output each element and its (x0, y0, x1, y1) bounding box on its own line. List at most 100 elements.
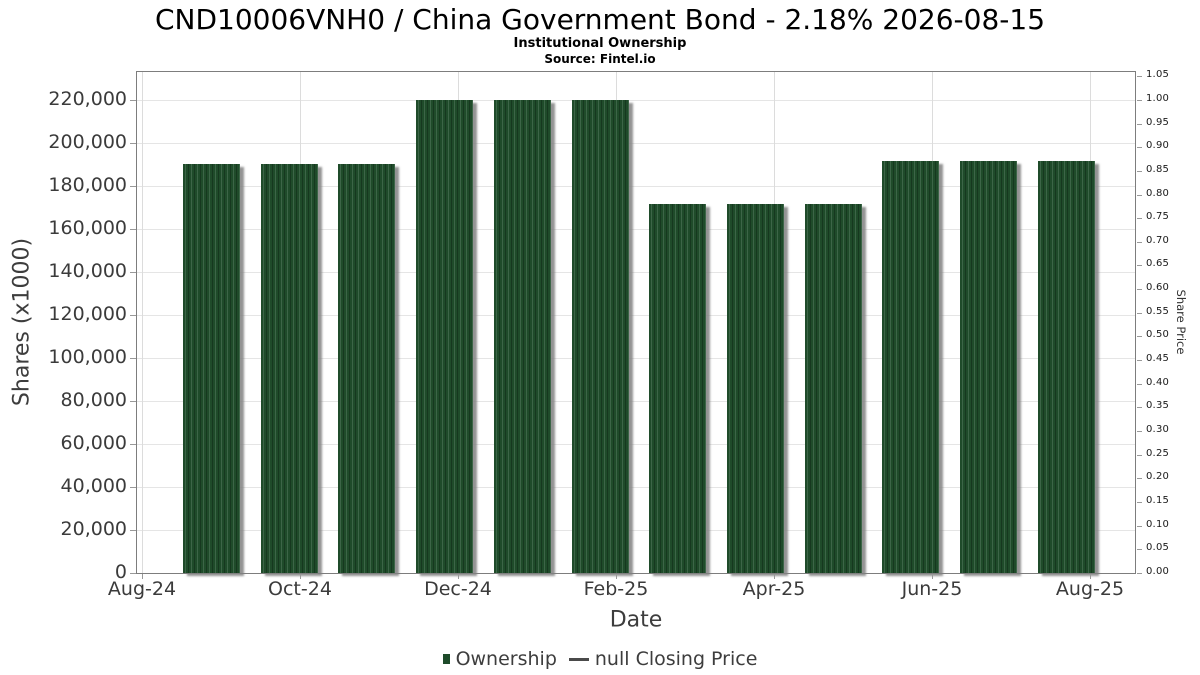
legend-item-label: null Closing Price (594, 648, 758, 670)
plot-area (136, 71, 1136, 574)
y-tick-label-right: 1.00 (1146, 92, 1170, 104)
x-tick-label: Dec-24 (424, 578, 492, 600)
y-axis-tick-left (130, 443, 136, 445)
y-axis-tick-right (1137, 431, 1142, 433)
y-tick-label-right: 0.85 (1146, 163, 1170, 175)
y-tick-label-left: 40,000 (60, 474, 127, 497)
y-tick-label-left: 120,000 (48, 302, 127, 325)
legend-item-closing-price[interactable]: null Closing Price (568, 648, 758, 670)
gridline-horizontal (137, 314, 1135, 316)
y-tick-label-right: 0.05 (1146, 542, 1170, 554)
x-tick-label: Apr-25 (742, 578, 806, 600)
y-axis-tick-right (1137, 194, 1142, 196)
y-axis-tick-left (130, 400, 136, 402)
gridline-horizontal (137, 142, 1135, 144)
gridline-horizontal (137, 185, 1135, 187)
x-tick-label: Feb-25 (583, 578, 649, 600)
y-tick-label-left: 160,000 (48, 216, 127, 239)
y-tick-label-right: 0.70 (1146, 234, 1170, 246)
ownership-bar[interactable] (804, 204, 862, 573)
x-tick-label: Aug-24 (107, 578, 177, 600)
y-axis-tick-right (1137, 573, 1142, 574)
y-axis-tick-right (1137, 525, 1142, 527)
y-tick-label-left: 140,000 (48, 259, 127, 282)
y-axis-tick-right (1137, 454, 1142, 456)
y-axis-tick-right (1137, 407, 1142, 409)
x-tick-label: Jun-25 (901, 578, 963, 600)
ownership-bar[interactable] (1037, 161, 1095, 573)
y-tick-label-right: 0.65 (1146, 258, 1170, 270)
y-axis-tick-left (130, 142, 136, 144)
y-axis-tick-left (130, 573, 136, 574)
y-tick-label-right: 0.15 (1146, 495, 1170, 507)
ownership-bar[interactable] (726, 204, 784, 573)
y-tick-label-right: 0.40 (1146, 376, 1170, 388)
y-tick-label-right: 1.05 (1146, 69, 1170, 81)
y-axis-tick-right (1137, 170, 1142, 172)
gridline-vertical (141, 72, 143, 573)
y-axis-tick-right (1137, 76, 1142, 78)
y-axis-tick-left (130, 357, 136, 359)
y-axis-tick-right (1137, 147, 1142, 149)
ownership-bar[interactable] (571, 99, 629, 573)
x-axis-tick (1089, 574, 1091, 579)
y-tick-label-right: 0.00 (1146, 566, 1170, 577)
y-axis-tick-left (130, 228, 136, 230)
ownership-bar[interactable] (882, 161, 940, 573)
chart-title: CND10006VNH0 / China Government Bond - 2… (154, 3, 1046, 36)
y-axis-tick-right (1137, 123, 1142, 125)
y-axis-tick-right (1137, 289, 1142, 291)
gridline-horizontal (137, 99, 1135, 101)
x-axis-tick (615, 574, 617, 579)
y-axis-tick-right (1137, 312, 1142, 314)
x-axis-tick (141, 574, 143, 579)
y-tick-label-right: 0.25 (1146, 447, 1170, 459)
y-tick-label-left: 100,000 (48, 345, 127, 368)
y-axis-tick-right (1137, 383, 1142, 385)
ownership-bar[interactable] (260, 164, 318, 573)
x-axis-tick (773, 574, 775, 579)
gridline-horizontal (137, 400, 1135, 402)
ownership-bar[interactable] (960, 161, 1017, 573)
y-axis-title-left: Shares (x1000) (9, 237, 35, 407)
x-tick-label: Aug-25 (1055, 578, 1125, 600)
y-tick-label-right: 0.10 (1146, 518, 1170, 530)
y-tick-label-right: 0.50 (1146, 329, 1170, 341)
legend: Ownership null Closing Price (0, 645, 1200, 673)
y-axis-tick-left (130, 271, 136, 273)
gridline-horizontal (137, 443, 1135, 445)
y-tick-label-left: 180,000 (48, 173, 127, 196)
y-tick-label-right: 0.20 (1146, 471, 1170, 483)
chart-source: Source: Fintel.io (544, 52, 656, 66)
y-axis-tick-right (1137, 336, 1142, 338)
gridline-horizontal (137, 228, 1135, 230)
y-tick-label-right: 0.95 (1146, 116, 1170, 128)
ownership-bar[interactable] (649, 204, 707, 573)
y-axis-tick-left (130, 529, 136, 531)
y-axis-tick-right (1137, 99, 1142, 101)
chart-subtitle: Institutional Ownership (513, 36, 687, 51)
y-tick-label-right: 0.75 (1146, 211, 1170, 223)
y-tick-label-right: 0.45 (1146, 353, 1170, 365)
legend-item-ownership[interactable]: Ownership (442, 648, 557, 670)
y-axis-tick-right (1137, 265, 1142, 267)
x-axis-tick (299, 574, 301, 579)
y-tick-label-right: 0.60 (1146, 282, 1170, 294)
ownership-bar[interactable] (183, 164, 241, 573)
gridline-horizontal (137, 357, 1135, 359)
gridline-horizontal (137, 271, 1135, 273)
y-axis-tick-left (130, 185, 136, 187)
y-tick-label-left: 0 (114, 561, 127, 583)
y-tick-label-left: 20,000 (60, 517, 127, 540)
y-axis-tick-right (1137, 478, 1142, 480)
y-axis-tick-left (130, 486, 136, 488)
ownership-bar[interactable] (493, 99, 551, 573)
ownership-bar[interactable] (416, 99, 474, 573)
x-axis-title: Date (609, 607, 663, 633)
x-tick-label: Oct-24 (268, 578, 332, 600)
ownership-bar[interactable] (338, 164, 396, 573)
x-axis-tick (931, 574, 933, 579)
y-tick-label-right: 0.90 (1146, 140, 1170, 152)
y-tick-label-left: 220,000 (48, 87, 127, 110)
